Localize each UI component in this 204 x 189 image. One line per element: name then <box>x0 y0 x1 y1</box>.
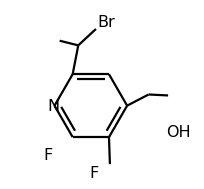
Text: F: F <box>89 166 98 181</box>
Text: N: N <box>48 99 60 114</box>
Text: Br: Br <box>98 15 115 30</box>
Text: F: F <box>43 148 53 163</box>
Text: OH: OH <box>166 125 191 140</box>
